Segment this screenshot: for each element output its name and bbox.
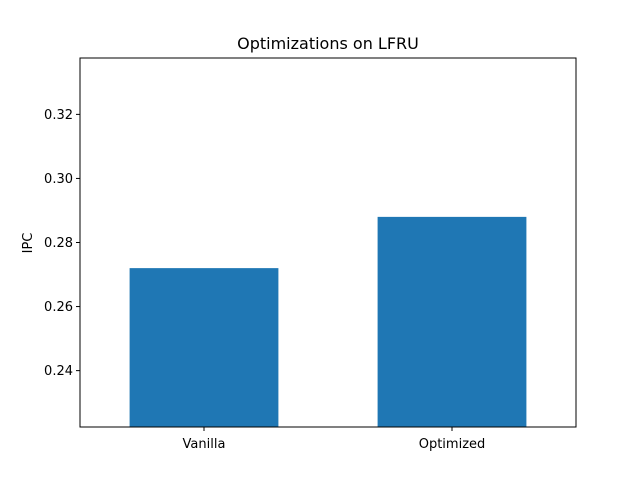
- y-axis-label: IPC: [21, 233, 36, 254]
- x-ticks-group: Vanilla Optimized: [183, 427, 486, 452]
- x-tick-label: Optimized: [419, 437, 486, 452]
- x-tick-label: Vanilla: [183, 437, 226, 452]
- y-tick-label: 0.24: [44, 364, 73, 379]
- chart-title: Optimizations on LFRU: [237, 34, 419, 53]
- y-ticks-group: 0.24 0.26 0.28 0.30 0.32: [44, 108, 80, 379]
- y-tick-label: 0.30: [44, 172, 73, 187]
- y-tick-label: 0.32: [44, 108, 73, 123]
- bar-vanilla: [129, 268, 279, 427]
- y-tick-label: 0.26: [44, 300, 73, 315]
- y-tick-label: 0.28: [44, 236, 73, 251]
- bar-optimized: [377, 216, 527, 427]
- bars-group: [129, 216, 527, 427]
- plot-frame: [79, 57, 577, 428]
